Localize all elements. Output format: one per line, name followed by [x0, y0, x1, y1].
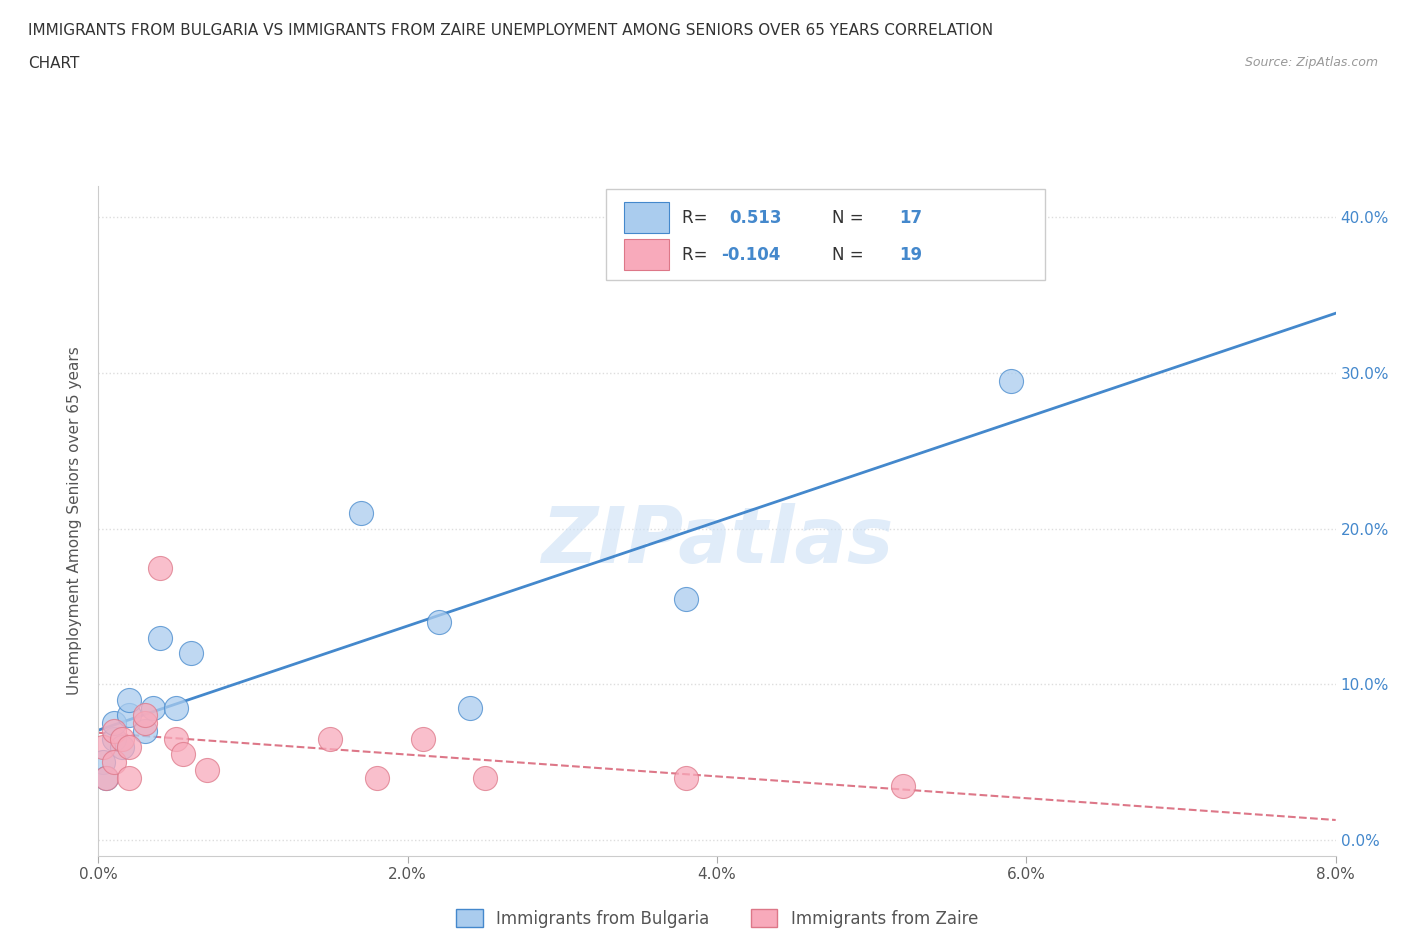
- Point: [165, 731, 187, 746]
- Text: R=: R=: [682, 209, 713, 227]
- Point: [111, 739, 134, 754]
- Text: Source: ZipAtlas.com: Source: ZipAtlas.com: [1244, 56, 1378, 69]
- Point: [149, 560, 172, 575]
- Text: N =: N =: [832, 209, 863, 227]
- Point: [412, 731, 434, 746]
- Point: [319, 731, 342, 746]
- Point: [165, 700, 187, 715]
- Point: [103, 724, 125, 738]
- Y-axis label: Unemployment Among Seniors over 65 years: Unemployment Among Seniors over 65 years: [67, 347, 83, 696]
- Point: [172, 747, 194, 762]
- Text: 19: 19: [898, 246, 922, 263]
- Point: [118, 708, 141, 723]
- Legend: Immigrants from Bulgaria, Immigrants from Zaire: Immigrants from Bulgaria, Immigrants fro…: [450, 903, 984, 930]
- Point: [118, 693, 141, 708]
- Point: [1000, 373, 1022, 388]
- FancyBboxPatch shape: [624, 203, 669, 233]
- Point: [675, 770, 697, 785]
- Text: CHART: CHART: [28, 56, 80, 71]
- Point: [118, 770, 141, 785]
- Text: -0.104: -0.104: [721, 246, 780, 263]
- Text: N =: N =: [832, 246, 863, 263]
- Point: [134, 724, 156, 738]
- Point: [103, 716, 125, 731]
- FancyBboxPatch shape: [624, 239, 669, 270]
- Point: [134, 716, 156, 731]
- Point: [118, 739, 141, 754]
- Text: 17: 17: [898, 209, 922, 227]
- Point: [675, 591, 697, 606]
- Point: [891, 778, 914, 793]
- Point: [427, 615, 450, 630]
- Point: [474, 770, 496, 785]
- Text: ZIPatlas: ZIPatlas: [541, 503, 893, 578]
- FancyBboxPatch shape: [606, 190, 1045, 280]
- Point: [134, 708, 156, 723]
- Text: R=: R=: [682, 246, 713, 263]
- Point: [96, 770, 118, 785]
- Point: [142, 700, 165, 715]
- Point: [103, 731, 125, 746]
- Point: [458, 700, 481, 715]
- Point: [96, 770, 118, 785]
- Point: [180, 645, 202, 660]
- Point: [149, 631, 172, 645]
- Point: [91, 755, 114, 770]
- Point: [103, 755, 125, 770]
- Point: [195, 763, 218, 777]
- Point: [350, 506, 373, 521]
- Point: [91, 739, 114, 754]
- Text: IMMIGRANTS FROM BULGARIA VS IMMIGRANTS FROM ZAIRE UNEMPLOYMENT AMONG SENIORS OVE: IMMIGRANTS FROM BULGARIA VS IMMIGRANTS F…: [28, 23, 993, 38]
- Text: 0.513: 0.513: [730, 209, 782, 227]
- Point: [111, 731, 134, 746]
- Point: [366, 770, 388, 785]
